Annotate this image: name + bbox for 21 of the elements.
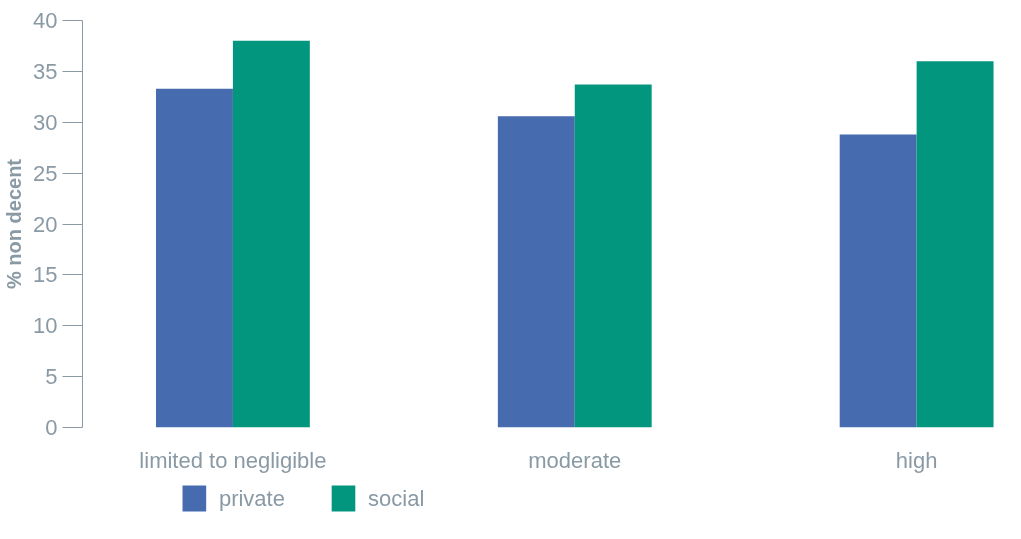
y-tick-label: 25 [33, 160, 58, 186]
y-tick-label: 30 [33, 109, 58, 135]
y-tick-label: 20 [33, 211, 58, 237]
legend-label: private [218, 486, 285, 511]
bar [232, 40, 310, 428]
y-tick-label: 5 [45, 364, 58, 390]
bar [916, 61, 994, 428]
bar [497, 116, 575, 428]
y-tick-label: 15 [33, 262, 58, 288]
legend-label: social [368, 486, 425, 511]
x-tick-label: moderate [528, 447, 622, 473]
x-tick-label: limited to negligible [139, 447, 327, 473]
bar [574, 84, 652, 428]
y-tick-label: 35 [33, 58, 58, 84]
bar [839, 134, 917, 428]
y-axis-title: % non decent [3, 158, 26, 289]
y-tick-label: 0 [45, 415, 58, 440]
bar [156, 88, 233, 428]
x-tick-label: high [895, 447, 938, 473]
y-tick-label: 10 [33, 313, 58, 339]
y-tick-label: 40 [33, 8, 58, 33]
